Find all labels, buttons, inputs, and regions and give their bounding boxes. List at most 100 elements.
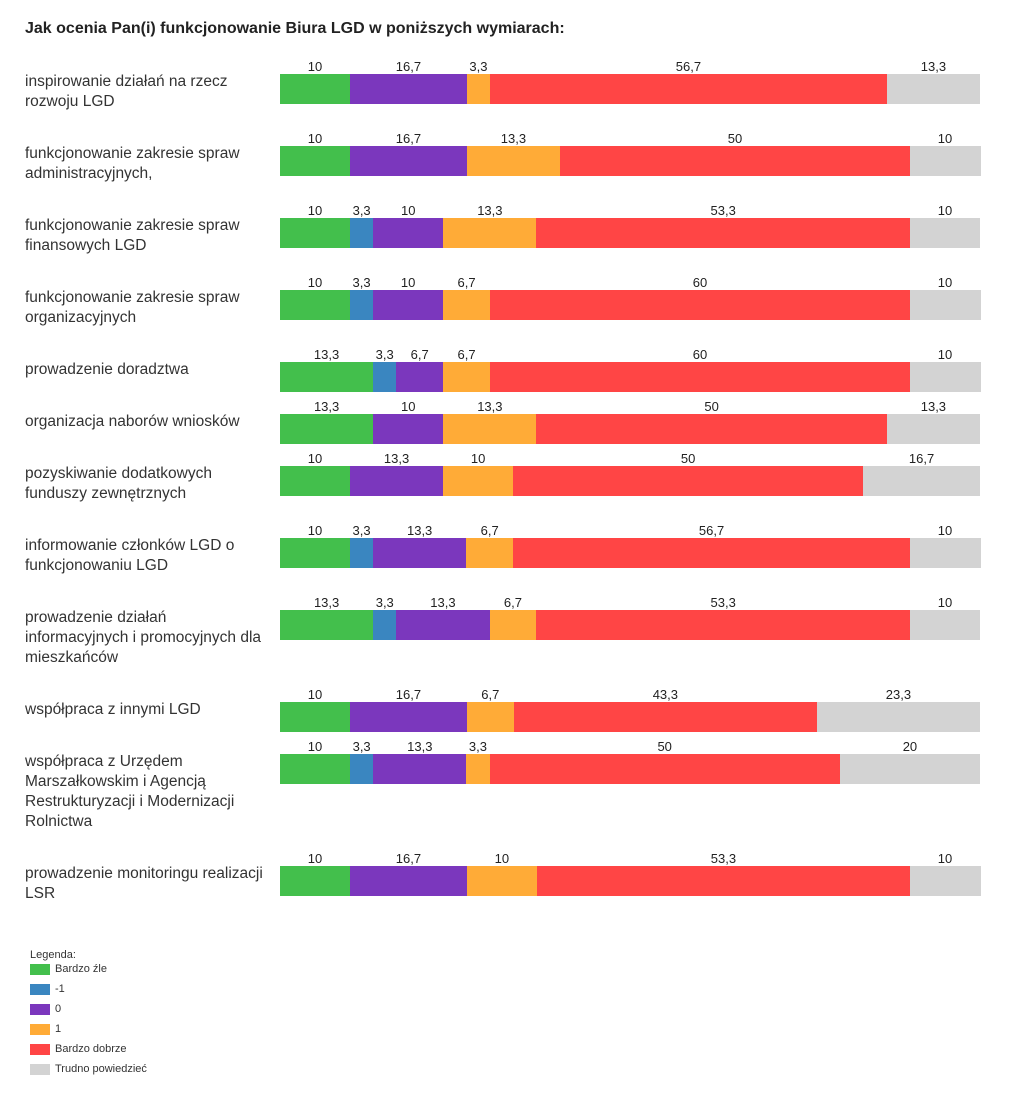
data-label: 16,7	[395, 851, 422, 866]
data-label: 10	[307, 687, 323, 702]
legend-swatch	[30, 1064, 50, 1075]
bar-segment	[513, 538, 911, 568]
data-label: 10	[937, 851, 953, 866]
bar-segment	[910, 866, 981, 896]
legend-swatch	[30, 1024, 50, 1035]
legend-swatch	[30, 964, 50, 975]
bar-segment	[373, 290, 444, 320]
bar-segment	[910, 362, 981, 392]
bar-segment	[280, 754, 351, 784]
bar-row	[280, 866, 981, 896]
bar-row	[280, 754, 981, 784]
bar-segment	[466, 538, 514, 568]
bar-segment	[373, 610, 397, 640]
data-label: 13,3	[477, 203, 503, 218]
bar-segment	[280, 866, 351, 896]
bar-segment	[350, 218, 374, 248]
bar-segment	[443, 290, 491, 320]
data-label: 16,7	[908, 451, 935, 466]
data-label: 10	[307, 275, 323, 290]
data-label: 10	[937, 131, 953, 146]
bar-segment	[863, 466, 981, 496]
data-label: 10	[937, 203, 953, 218]
bar-row	[280, 538, 981, 568]
bar-segment	[280, 538, 351, 568]
bar-segment	[466, 754, 490, 784]
bar-segment	[373, 218, 444, 248]
category-label: prowadzenie działań informacyjnych i pro…	[25, 609, 262, 666]
bar-segment	[373, 538, 467, 568]
bar-row	[280, 74, 981, 104]
bar-segment	[513, 702, 818, 732]
bar-segment	[909, 610, 981, 640]
bar-segment	[536, 414, 888, 444]
bar-segment	[443, 466, 514, 496]
bar-segment	[910, 290, 981, 320]
data-label: 13,3	[313, 595, 340, 610]
data-label: 53,3	[710, 203, 736, 218]
bar-segment	[280, 702, 351, 732]
bar-segment	[560, 146, 911, 176]
bar-segment	[910, 538, 981, 568]
data-label: 6,7	[457, 347, 476, 362]
legend-swatch	[30, 1004, 50, 1015]
data-label: 50	[727, 131, 743, 146]
data-label: 53,3	[710, 595, 736, 610]
data-label: 13,3	[477, 399, 503, 414]
data-label: 10	[937, 347, 953, 362]
bar-segment	[489, 754, 841, 784]
legend-title: Legenda:	[30, 949, 76, 961]
bar-segment	[280, 290, 351, 320]
bar-segment	[490, 74, 888, 104]
bar-segment	[373, 414, 444, 444]
data-label: 43,3	[652, 687, 678, 702]
data-label: 10	[307, 523, 323, 538]
data-label: 13,3	[430, 595, 456, 610]
data-label: 10	[470, 451, 486, 466]
data-label: 3,3	[375, 595, 394, 610]
bar-segment	[466, 146, 561, 176]
data-label: 13,3	[500, 131, 527, 146]
legend-swatch	[30, 1044, 50, 1055]
data-label: 10	[937, 275, 953, 290]
bar-segment	[443, 362, 491, 392]
bar-segment	[350, 754, 374, 784]
data-label: 3,3	[468, 739, 487, 754]
category-label: funkcjonowanie zakresie spraw organizacy…	[25, 289, 240, 326]
data-label: 10	[400, 275, 416, 290]
bar-segment	[350, 146, 468, 176]
bar-segment	[280, 74, 351, 104]
legend-label: 1	[55, 1023, 62, 1035]
data-label: 10	[937, 523, 953, 538]
data-label: 10	[307, 203, 323, 218]
bar-segment	[396, 362, 444, 392]
data-label: 50	[704, 399, 719, 414]
data-label: 10	[494, 851, 510, 866]
bar-segment	[280, 362, 374, 392]
bar-segment	[280, 466, 351, 496]
bar-segment	[536, 218, 911, 248]
bar-segment	[910, 146, 981, 176]
bar-segment	[280, 146, 351, 176]
data-label: 3,3	[352, 275, 371, 290]
bar-segment	[280, 218, 351, 248]
data-label: 13,3	[407, 739, 433, 754]
category-label: prowadzenie monitoringu realizacji LSR	[25, 865, 263, 902]
data-label: 10	[400, 203, 416, 218]
data-label: 16,7	[395, 687, 422, 702]
bar-segment	[443, 414, 537, 444]
data-label: 60	[692, 347, 708, 362]
legend-label: 0	[55, 1003, 62, 1015]
bar-segment	[490, 290, 911, 320]
bar-segment	[350, 538, 374, 568]
data-label: 3,3	[352, 523, 371, 538]
data-label: 6,7	[457, 275, 476, 290]
data-label: 13,3	[920, 399, 947, 414]
bar-segment	[396, 610, 490, 640]
category-label: współpraca z Urzędem Marszałkowskim i Ag…	[25, 753, 235, 830]
category-label: informowanie członków LGD o funkcjonowan…	[25, 537, 235, 574]
data-label: 13,3	[920, 59, 947, 74]
bar-segment	[280, 414, 374, 444]
bar-segment	[280, 610, 374, 640]
data-label: 10	[307, 131, 323, 146]
